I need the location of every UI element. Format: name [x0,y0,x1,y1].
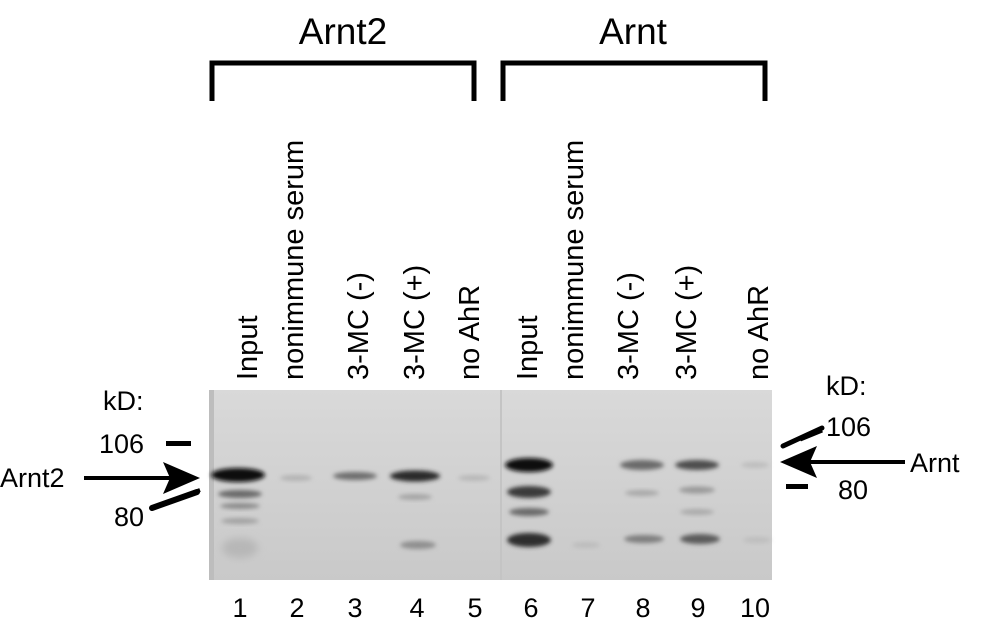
gel-band [620,460,664,470]
lane-number: 10 [740,593,770,621]
gel-band [743,537,771,543]
gel-band [211,468,265,482]
lane-number: 3 [347,593,362,621]
gel-band [398,494,432,500]
arnt-group-title: Arnt [599,11,668,52]
lane-label: Input [512,316,544,381]
gel-band [221,518,259,524]
arnt-band-label: Arnt [910,448,960,478]
gel-band [507,533,551,547]
arnt2-band-label: Arnt2 [0,463,65,493]
gel-smear [222,538,258,558]
gel-band [458,475,490,481]
arnt-arrow-icon [780,446,905,478]
right-marker-106-tick [780,425,825,449]
gel-band [679,486,715,494]
lane-label: Input [232,316,264,381]
lane-label: 3-MC (+) [671,265,703,380]
left-marker-106: 106 [99,429,144,459]
gel-band [333,472,377,480]
gel-band [390,470,440,482]
lane-label: nonimmune serum [558,140,590,380]
lane-number: 2 [289,593,304,621]
arnt2-group-title: Arnt2 [299,11,387,52]
lane-label: no AhR [454,285,486,380]
gel-band [741,462,769,468]
gel-band [505,458,553,472]
arnt-group-bracket [500,60,768,101]
lane-number: 4 [409,593,424,621]
lane-number: 8 [635,593,650,621]
lane-label: 3-MC (+) [399,265,431,380]
lane-label: 3-MC (-) [613,272,645,380]
lane-numbers: 1 2 3 4 5 6 7 8 9 10 [232,593,770,621]
right-marker-80-tick [786,484,808,489]
left-marker-106-tick [166,441,191,446]
gel-band [680,509,714,515]
gel-band [624,535,664,543]
gel-band [625,490,659,496]
gel-band [680,534,720,544]
gel-band [400,541,436,549]
gel-band [218,490,262,498]
lane-number: 5 [467,593,482,621]
gel-image [209,390,772,580]
lane-number: 6 [523,593,538,621]
gel-band [280,475,312,481]
lane-label: no AhR [743,285,775,380]
left-marker-80: 80 [114,502,144,532]
right-marker-80: 80 [838,475,868,505]
arnt2-arrow-icon [84,462,200,494]
lane-number: 7 [580,593,595,621]
lane-label: 3-MC (-) [343,272,375,380]
left-kd-unit: kD: [103,386,144,416]
gel-band [220,503,260,509]
gel-band [507,486,551,498]
gel-band [572,542,600,548]
lane-label: nonimmune serum [278,140,310,380]
right-kd-unit: kD: [826,371,867,401]
gel-band [675,460,719,470]
gel-band [509,508,549,516]
lane-number: 9 [690,593,705,621]
left-marker-80-tick [149,488,201,511]
arnt2-group-bracket [209,60,477,101]
lane-labels: Input nonimmune serum 3-MC (-) 3-MC (+) … [232,140,775,380]
right-marker-106: 106 [826,412,871,442]
lane-number: 1 [232,593,247,621]
